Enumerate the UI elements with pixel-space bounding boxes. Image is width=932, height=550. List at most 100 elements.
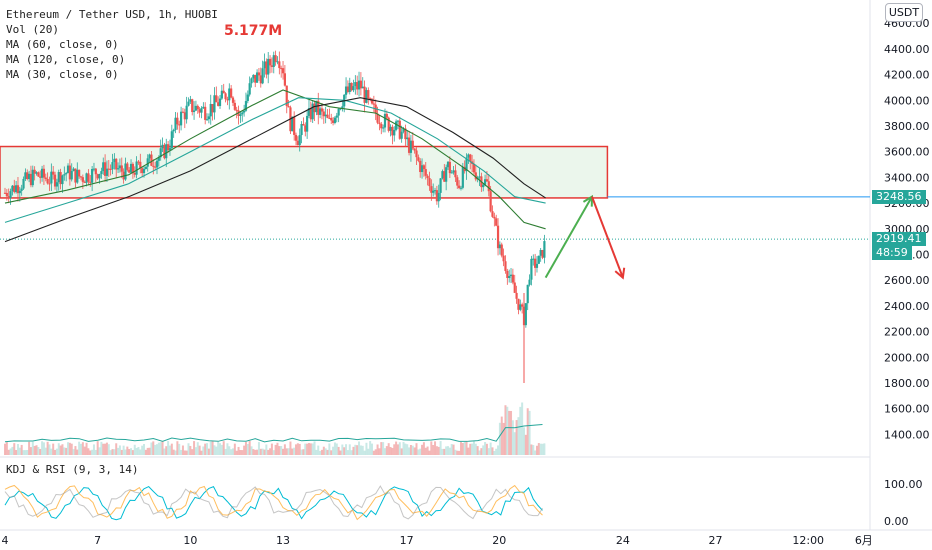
price-axis[interactable]: 1400.00 1600.00 1800.00 2000.00 2200.00 2400.… <box>884 17 930 441</box>
candle-body <box>300 124 303 136</box>
candle-body <box>163 144 166 159</box>
volume-bar <box>37 447 40 455</box>
volume-bar <box>78 441 81 455</box>
volume-bar <box>259 448 262 455</box>
price-tick-label: 3600.00 <box>884 146 930 159</box>
candle-body <box>26 172 29 180</box>
volume-bar <box>41 441 44 455</box>
candle-body <box>39 176 42 178</box>
candle-body <box>350 82 353 91</box>
volume-bar <box>248 441 251 455</box>
volume-bar <box>44 447 47 455</box>
candle-body <box>96 174 99 179</box>
volume-bar <box>374 449 377 455</box>
arrow-head-1 <box>614 267 626 280</box>
candle-body <box>141 168 144 174</box>
candle-body <box>115 158 118 170</box>
volume-bar <box>502 422 505 455</box>
volume-bar <box>320 449 323 455</box>
volume-bar <box>72 449 75 455</box>
candle-body <box>272 55 275 67</box>
volume-bar <box>517 417 520 455</box>
volume-bar <box>424 447 427 455</box>
candle-body <box>450 172 453 174</box>
volume-bar <box>33 445 36 455</box>
volume-bar <box>35 445 38 455</box>
candle-body <box>307 108 311 116</box>
currency-badge[interactable]: USDT <box>885 3 923 22</box>
volume-bar <box>484 442 487 455</box>
kdj-line-2 <box>4 485 543 520</box>
candle-body <box>215 95 218 103</box>
time-tick-label: 12:00 <box>792 534 824 547</box>
volume-bar <box>141 445 144 455</box>
time-tick-label: 4 <box>2 534 9 547</box>
volume-bar <box>29 447 32 455</box>
indicator-ma30[interactable]: MA (30, close, 0) <box>6 68 119 81</box>
volume-bar <box>152 441 155 455</box>
candle-body <box>128 169 131 173</box>
volume-bar <box>443 448 446 455</box>
candle-body <box>139 161 142 169</box>
candle-body <box>178 124 181 126</box>
indicator-vol[interactable]: Vol (20) <box>6 23 59 36</box>
volume-bar <box>537 443 540 455</box>
candle-body <box>230 88 233 98</box>
candle-body <box>400 131 403 139</box>
volume-bar <box>335 443 338 455</box>
volume-bar <box>230 449 233 455</box>
volume-bar <box>181 445 184 455</box>
time-axis[interactable]: 4 7 10 13 17 20 24 27 12:00 6月 <box>2 534 873 547</box>
candle-body <box>57 172 60 183</box>
volume-bar <box>337 446 340 455</box>
candle-body <box>257 72 261 76</box>
volume-bar <box>89 450 92 455</box>
volume-bar <box>315 449 318 455</box>
candle-body <box>192 110 196 113</box>
symbol-title[interactable]: Ethereum / Tether USD, 1h, HUOBI <box>6 8 218 21</box>
indicator-legend: Ethereum / Tether USD, 1h, HUOBI Vol (20… <box>6 7 218 82</box>
volume-bar <box>461 443 464 455</box>
volume-bar <box>274 444 277 455</box>
volume-bar <box>474 443 477 455</box>
candle-body <box>344 86 348 95</box>
indicator-kdj-rsi[interactable]: KDJ & RSI (9, 3, 14) <box>6 463 139 476</box>
candle-body <box>265 61 268 75</box>
candle-body <box>29 173 33 186</box>
volume-bar <box>16 444 19 455</box>
volume-bar <box>408 447 411 455</box>
candle-body <box>194 105 198 111</box>
price-tick-label: 2200.00 <box>884 326 930 339</box>
volume-bar <box>326 449 329 455</box>
candle-body <box>380 123 383 129</box>
candle-body <box>326 114 329 118</box>
volume-bar <box>348 444 351 455</box>
volume-bar <box>117 447 120 455</box>
volume-bar <box>508 410 511 455</box>
time-tick-label: 6月 <box>855 534 873 547</box>
volume-bar <box>454 449 457 455</box>
candle-body <box>252 74 255 79</box>
volume-bar <box>296 443 299 455</box>
volume-bar <box>180 449 183 455</box>
volume-bar <box>241 450 244 455</box>
candle-body <box>250 78 253 84</box>
candle-body <box>107 168 110 170</box>
price-tick-label: 4000.00 <box>884 94 930 107</box>
candle-body <box>170 131 173 149</box>
candle-body <box>131 163 134 173</box>
candle-body <box>287 106 290 108</box>
candle-body <box>341 106 344 109</box>
volume-bar <box>50 448 53 455</box>
candle-body <box>467 154 470 158</box>
candle-body <box>293 116 296 135</box>
candle-body <box>181 111 185 113</box>
volume-bar <box>426 446 429 455</box>
candle-body <box>48 183 51 185</box>
indicator-ma120[interactable]: MA (120, close, 0) <box>6 53 126 66</box>
candle-body <box>357 80 361 90</box>
indicator-ma60[interactable]: MA (60, close, 0) <box>6 38 119 51</box>
candle-body <box>94 168 97 175</box>
volume-bar <box>389 447 392 455</box>
